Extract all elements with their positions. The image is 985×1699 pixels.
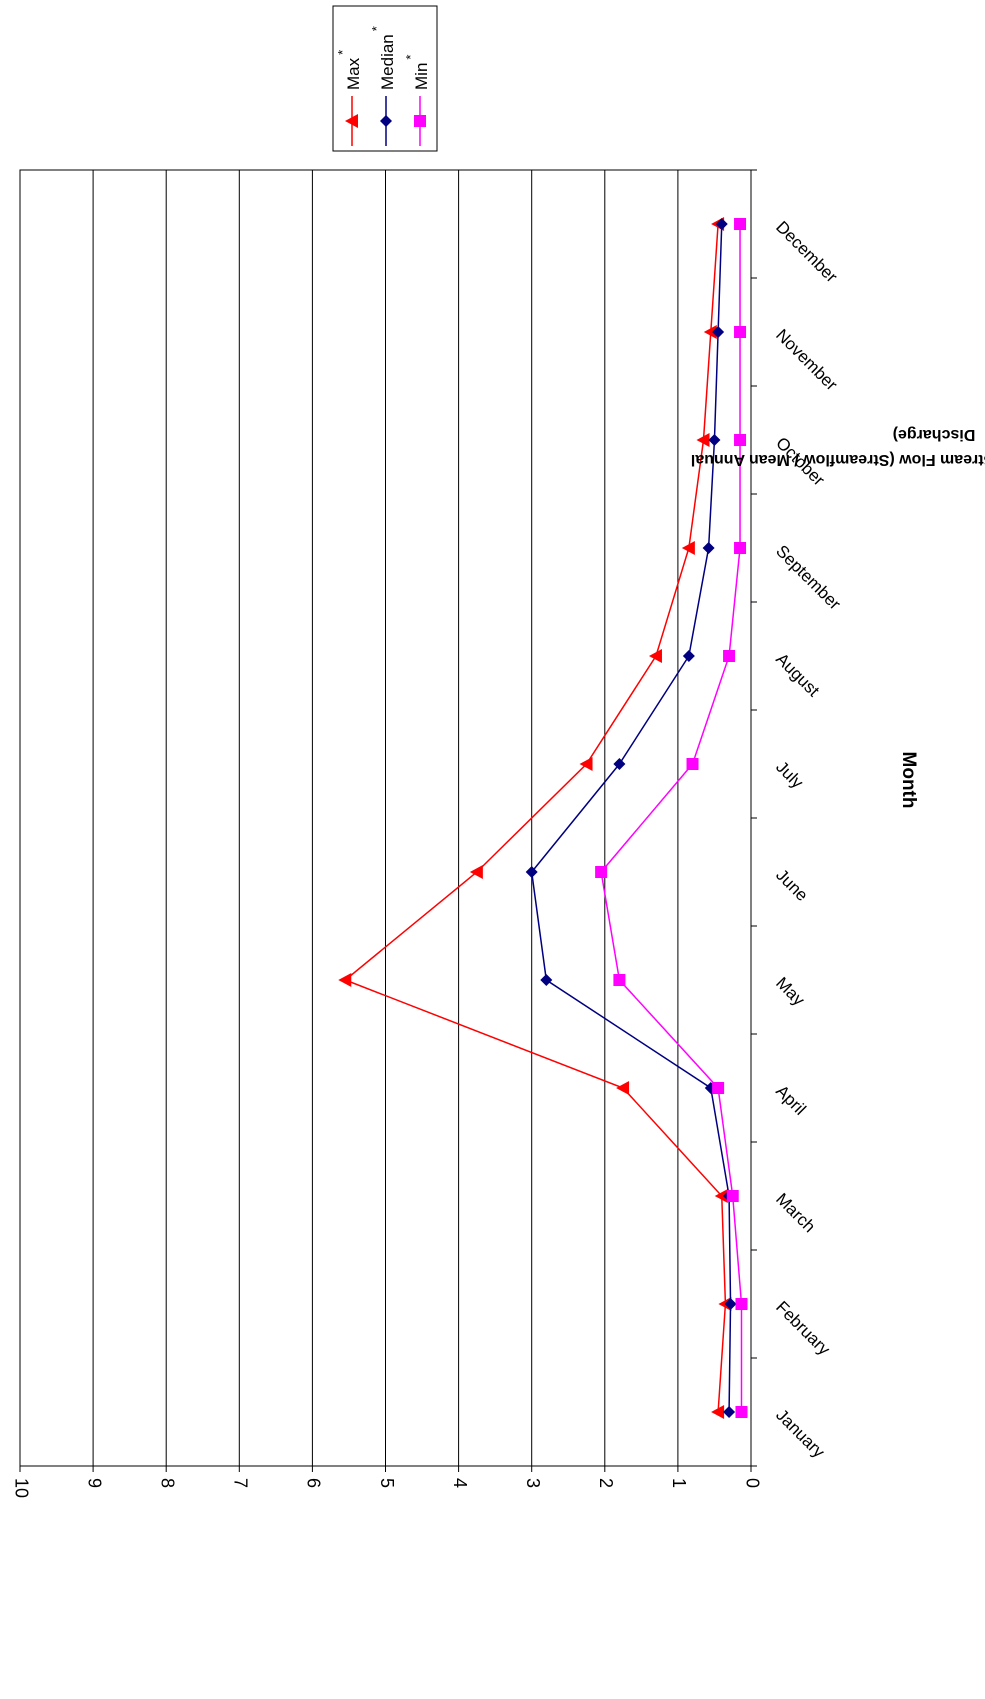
category-label: April xyxy=(772,1081,809,1118)
value-tick-label: 10 xyxy=(11,1478,31,1498)
legend-marker-median xyxy=(380,115,392,127)
category-label: May xyxy=(772,973,808,1009)
data-point-min xyxy=(726,1190,739,1202)
data-point-median xyxy=(715,218,728,230)
x-axis-title: Month xyxy=(898,752,919,809)
data-point-max xyxy=(579,757,593,771)
data-point-max xyxy=(714,1189,728,1203)
legend: Max * Median * Min * xyxy=(332,5,438,152)
category-label: July xyxy=(772,757,807,792)
data-point-median xyxy=(724,1298,737,1310)
axis-labels: Month Normalized Monthly Average Stream … xyxy=(691,426,985,808)
legend-label-min: Min xyxy=(412,63,431,90)
legend-asterisk: * xyxy=(335,50,350,55)
data-point-min xyxy=(734,326,747,338)
value-tick-label: 6 xyxy=(304,1478,324,1488)
data-point-min xyxy=(723,650,736,662)
data-point-min xyxy=(613,974,626,986)
data-point-median xyxy=(708,434,721,446)
data-point-median xyxy=(525,866,538,878)
value-tick-label: 5 xyxy=(377,1478,397,1488)
category-label: August xyxy=(772,649,823,700)
series-line-median xyxy=(530,223,732,1413)
legend-marker-max xyxy=(345,114,358,128)
y-axis-title-line2: Discharge) xyxy=(893,426,976,443)
data-point-min xyxy=(734,434,747,446)
category-label: January xyxy=(772,1405,829,1462)
category-label: June xyxy=(772,865,812,905)
category-label: February xyxy=(772,1297,834,1359)
data-point-median xyxy=(613,758,626,770)
value-tick-label: 7 xyxy=(231,1478,251,1488)
y-axis-title-line1: Normalized Monthly Average Stream Flow (… xyxy=(691,451,985,468)
data-point-min xyxy=(734,218,747,230)
data-point-max xyxy=(338,973,352,987)
category-label: September xyxy=(772,541,844,613)
value-tick-label: 3 xyxy=(523,1478,543,1488)
category-label: November xyxy=(772,325,841,394)
data-point-min xyxy=(735,1298,748,1310)
data-point-median xyxy=(723,1406,736,1418)
data-point-max xyxy=(703,325,717,339)
data-point-median xyxy=(702,542,715,554)
data-point-max xyxy=(711,1405,725,1419)
data-point-max xyxy=(681,541,695,555)
data-point-min xyxy=(712,1082,725,1094)
data-point-median xyxy=(540,974,553,986)
value-tick-label: 8 xyxy=(157,1478,177,1488)
data-point-max xyxy=(648,649,662,663)
data-point-min xyxy=(686,758,699,770)
value-tick-label: 0 xyxy=(742,1478,762,1488)
legend-asterisk: * xyxy=(369,26,384,31)
value-tick-label: 9 xyxy=(84,1478,104,1488)
series-line-min xyxy=(600,224,743,1412)
data-point-max xyxy=(616,1081,630,1095)
category-label: March xyxy=(772,1189,819,1236)
legend-asterisk: * xyxy=(403,55,418,60)
category-label: December xyxy=(772,217,841,286)
value-tick-label: 2 xyxy=(596,1478,616,1488)
data-point-max xyxy=(469,865,483,879)
legend-marker-min xyxy=(414,115,426,127)
legend-label-max: Max xyxy=(344,57,363,90)
data-point-min xyxy=(735,1406,748,1418)
data-point-median xyxy=(712,326,725,338)
value-tick-label: 1 xyxy=(669,1478,689,1488)
data-point-min xyxy=(734,542,747,554)
data-point-median xyxy=(682,650,695,662)
value-tick-label: 4 xyxy=(450,1478,470,1488)
legend-label-median: Median xyxy=(378,34,397,90)
plot-area: 0 1 2 3 4 5 6 7 8 9 10 January February March April May… xyxy=(11,169,845,1498)
data-point-max xyxy=(696,433,710,447)
series-line-max xyxy=(343,223,727,1413)
data-point-min xyxy=(595,866,608,878)
